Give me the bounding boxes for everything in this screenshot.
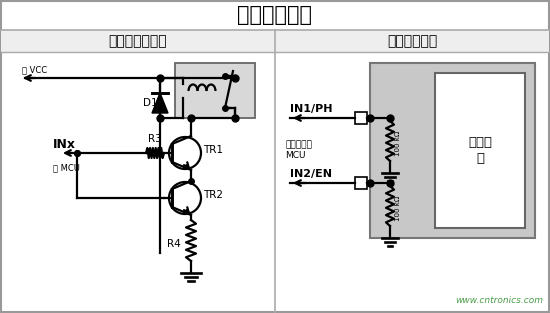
- Bar: [370, 63, 535, 238]
- Bar: [355, 177, 367, 189]
- Text: 100 kΩ: 100 kΩ: [395, 131, 401, 156]
- Text: TR1: TR1: [203, 145, 223, 155]
- Text: R4: R4: [167, 239, 181, 249]
- Text: 固态解决方案: 固态解决方案: [387, 34, 437, 48]
- Text: 数字控制接口: 数字控制接口: [238, 5, 312, 25]
- Text: D1: D1: [144, 98, 158, 108]
- Bar: [435, 73, 525, 228]
- Text: www.cntronics.com: www.cntronics.com: [455, 296, 543, 305]
- Text: IN2/EN: IN2/EN: [290, 169, 332, 179]
- Text: TR2: TR2: [203, 190, 223, 200]
- Polygon shape: [152, 93, 168, 113]
- Bar: [275, 30, 549, 52]
- Text: MCU: MCU: [285, 151, 305, 160]
- Text: 数字内
核: 数字内 核: [468, 136, 492, 165]
- Text: 直接连接到: 直接连接到: [285, 141, 312, 150]
- Bar: [1, 30, 275, 52]
- Text: 至 VCC: 至 VCC: [22, 65, 47, 74]
- Text: 继电器解决方案: 继电器解决方案: [109, 34, 167, 48]
- Text: R3: R3: [148, 134, 162, 144]
- Bar: [175, 63, 255, 118]
- Bar: [355, 112, 367, 124]
- Text: 100 kΩ: 100 kΩ: [395, 196, 401, 221]
- Text: 至 MCU: 至 MCU: [53, 163, 80, 172]
- Text: INx: INx: [53, 138, 76, 151]
- Text: IN1/PH: IN1/PH: [290, 104, 333, 114]
